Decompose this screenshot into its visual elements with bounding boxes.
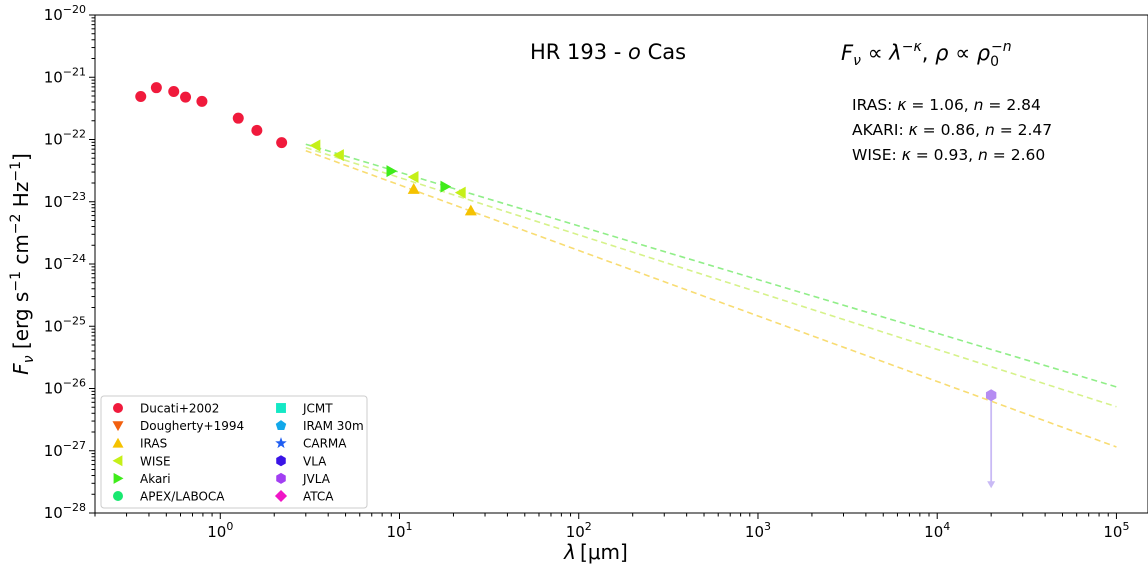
data-point	[407, 183, 420, 194]
fit-parameter-line: AKARI: κ = 0.86, n = 2.47	[852, 121, 1052, 139]
y-tick-label: 10−25	[44, 314, 86, 335]
legend-marker	[276, 403, 286, 413]
data-point	[333, 149, 344, 162]
x-axis-label: λ [μm]	[563, 540, 628, 564]
data-point	[464, 204, 477, 216]
chart-title: HR 193 - o Cas	[530, 40, 686, 64]
x-tick-label: 104	[924, 520, 950, 541]
legend-label: IRAS	[140, 437, 167, 451]
data-point	[276, 137, 288, 149]
legend-marker	[275, 437, 287, 449]
legend-label: ATCA	[303, 490, 334, 504]
y-tick-label: 10−22	[44, 128, 86, 149]
x-tick-label: 101	[386, 520, 412, 541]
data-points	[135, 82, 997, 402]
data-point	[196, 95, 208, 107]
fit-parameter-line: WISE: κ = 0.93, n = 2.60	[852, 146, 1045, 164]
y-tick-label: 10−21	[44, 65, 86, 86]
x-tick-label: 105	[1103, 520, 1129, 541]
data-point	[454, 186, 466, 199]
data-point	[135, 91, 147, 103]
upper-limit-arrowhead	[987, 481, 996, 489]
legend-label: WISE	[140, 454, 171, 468]
legend-marker	[113, 491, 123, 501]
legend-label: VLA	[303, 454, 327, 468]
axis-ticks: 100 101 102 103 104 105 10−20 10−21 10−22 10−23 10…	[44, 3, 1130, 541]
data-point	[251, 124, 263, 136]
legend-marker	[112, 437, 124, 448]
legend-label: APEX/LABOCA	[140, 490, 225, 504]
data-point	[180, 91, 192, 103]
x-tick-label: 103	[745, 520, 771, 541]
y-tick-label: 10−20	[44, 3, 86, 24]
x-tick-label: 100	[207, 520, 233, 541]
y-tick-label: 10−24	[44, 252, 86, 273]
legend-marker	[112, 455, 123, 467]
scaling-formula: Fν ∝ λ−κ, ρ ∝ ρ0−n	[841, 39, 1012, 70]
fit-parameters: IRAS: κ = 1.06, n = 2.84 AKARI: κ = 0.86,…	[852, 96, 1052, 164]
data-point	[386, 165, 398, 178]
legend-label: JVLA	[302, 472, 331, 486]
legend-label: JCMT	[302, 402, 333, 416]
legend-box	[100, 395, 368, 509]
fit-parameter-line: IRAS: κ = 1.06, n = 2.84	[852, 96, 1041, 114]
legend-label: IRAM 30m	[303, 419, 364, 433]
data-point	[440, 180, 452, 193]
upper-limit-arrows	[987, 395, 996, 489]
legend-marker	[275, 420, 287, 431]
legend-marker	[113, 472, 124, 484]
legend-marker	[274, 489, 288, 503]
x-tick-label: 102	[566, 520, 592, 541]
data-point	[407, 170, 419, 183]
y-tick-label: 10−27	[44, 439, 86, 460]
data-point	[150, 82, 162, 94]
data-point	[168, 86, 180, 98]
legend-marker	[276, 472, 286, 484]
fit-line	[305, 149, 1117, 448]
y-tick-label: 10−28	[44, 501, 86, 522]
y-tick-label: 10−23	[44, 190, 86, 211]
y-tick-label: 10−26	[44, 377, 86, 398]
legend-label: CARMA	[303, 437, 347, 451]
y-axis-label: Fν [erg s−1 cm−2 Hz−1]	[8, 153, 37, 375]
legend: Ducati+2002 Dougherty+1994 IRAS WISE Akari AP…	[100, 395, 368, 509]
data-point	[985, 389, 997, 402]
legend-marker	[112, 421, 124, 432]
legend-marker	[276, 455, 286, 467]
legend-marker	[113, 403, 123, 413]
data-point	[232, 112, 244, 124]
legend-label: Ducati+2002	[140, 402, 219, 416]
legend-label: Dougherty+1994	[140, 419, 244, 433]
data-point	[309, 139, 321, 152]
legend-label: Akari	[140, 472, 171, 486]
